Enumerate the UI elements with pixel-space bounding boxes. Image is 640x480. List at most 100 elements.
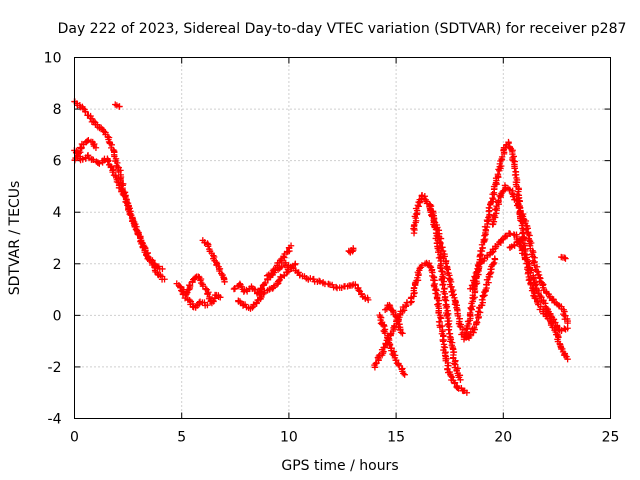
data-point: [177, 284, 184, 291]
data-point: [505, 139, 512, 147]
data-point: [116, 103, 123, 110]
data-point: [114, 159, 121, 167]
plot-frame: [74, 57, 611, 419]
data-point: [137, 238, 144, 245]
data-point: [478, 296, 486, 304]
data-points: [71, 98, 571, 396]
data-point: [275, 277, 283, 284]
data-point: [547, 312, 554, 320]
data-point: [441, 296, 449, 303]
data-point: [412, 210, 420, 218]
data-point: [488, 249, 496, 256]
data-point: [109, 168, 116, 176]
series-track-5: [173, 273, 224, 307]
data-point: [451, 379, 459, 386]
data-point: [386, 302, 394, 310]
data-point: [96, 160, 103, 167]
data-point: [365, 296, 372, 304]
data-point: [562, 255, 569, 262]
data-point: [561, 352, 569, 359]
data-point: [253, 300, 260, 307]
series-track-13: [376, 311, 408, 378]
y-tick-label: 4: [53, 205, 62, 221]
data-point: [349, 248, 356, 255]
data-point: [204, 243, 212, 250]
data-point: [479, 244, 486, 251]
data-point: [350, 245, 357, 252]
data-point: [92, 144, 100, 151]
data-point: [401, 371, 408, 378]
data-point: [537, 275, 544, 282]
data-point: [258, 293, 265, 301]
data-point: [77, 145, 85, 152]
series-track-22: [506, 234, 526, 251]
x-tick-label: 0: [70, 430, 79, 446]
data-point: [511, 171, 519, 179]
data-point: [537, 292, 544, 300]
data-point: [260, 281, 268, 288]
data-point: [443, 264, 450, 272]
y-tick-label: 8: [53, 102, 62, 118]
series-track-4: [112, 101, 123, 110]
data-point: [395, 361, 402, 368]
data-point: [437, 315, 445, 322]
data-point: [257, 295, 264, 302]
data-point: [399, 330, 406, 337]
series-track-19: [460, 138, 571, 363]
y-tick-label: -4: [48, 412, 62, 428]
data-point: [439, 281, 446, 289]
data-point: [564, 355, 571, 363]
data-point: [427, 262, 434, 270]
data-point: [445, 326, 452, 334]
data-point: [559, 345, 566, 353]
series-track-11: [345, 245, 357, 256]
data-point: [451, 360, 458, 367]
y-axis-label: SDTVAR / TECUs: [7, 181, 23, 296]
data-point: [508, 189, 516, 197]
data-point: [433, 287, 440, 294]
y-tick-label: 2: [53, 257, 62, 273]
data-point: [296, 272, 303, 279]
data-point: [185, 281, 193, 289]
data-point: [375, 352, 383, 360]
x-tick-label: 10: [280, 430, 298, 446]
data-point: [550, 296, 557, 303]
series-track-3: [71, 136, 100, 164]
data-point: [440, 278, 448, 285]
data-point: [510, 157, 517, 164]
data-point: [315, 277, 323, 284]
data-point: [120, 192, 127, 199]
data-point: [161, 276, 168, 283]
data-point: [201, 239, 208, 246]
data-point: [217, 294, 224, 301]
data-point: [393, 357, 400, 364]
data-point: [437, 265, 444, 272]
y-tick-label: 10: [44, 51, 62, 67]
series-track-9: [235, 260, 299, 312]
y-tick-labels: -4 -2 0 2 4 6 8 10: [44, 51, 62, 428]
series-track-16: [407, 259, 471, 396]
data-point: [393, 316, 400, 324]
data-point: [84, 137, 91, 145]
data-point: [491, 255, 498, 262]
data-point: [519, 234, 526, 242]
series-track-17: [410, 192, 464, 384]
data-point: [490, 260, 497, 268]
data-point: [186, 297, 193, 304]
y-tick-label: 6: [53, 154, 62, 170]
data-point: [104, 158, 112, 165]
data-point: [564, 319, 571, 327]
x-axis-label: GPS time / hours: [281, 458, 398, 474]
data-point: [475, 308, 482, 315]
chart-title: Day 222 of 2023, Sidereal Day-to-day VTE…: [58, 21, 627, 37]
data-point: [506, 186, 513, 193]
data-point: [518, 235, 526, 243]
data-point: [397, 329, 405, 336]
series-track-7: [199, 237, 228, 286]
data-point: [271, 267, 279, 274]
data-point: [490, 196, 497, 203]
data-point: [377, 320, 385, 327]
data-point: [260, 290, 267, 297]
series-track-20: [467, 230, 571, 334]
